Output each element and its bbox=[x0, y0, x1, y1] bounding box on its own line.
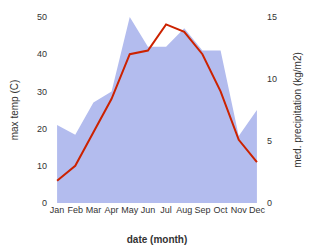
svg-text:50: 50 bbox=[37, 12, 47, 22]
svg-text:Jul: Jul bbox=[160, 205, 172, 215]
svg-text:Mar: Mar bbox=[86, 205, 102, 215]
svg-text:max temp (C): max temp (C) bbox=[9, 80, 20, 141]
svg-text:15: 15 bbox=[267, 12, 277, 22]
svg-text:20: 20 bbox=[37, 124, 47, 134]
svg-text:30: 30 bbox=[37, 87, 47, 97]
svg-text:40: 40 bbox=[37, 49, 47, 59]
svg-text:May: May bbox=[121, 205, 139, 215]
svg-text:Sep: Sep bbox=[194, 205, 210, 215]
svg-text:Nov: Nov bbox=[231, 205, 248, 215]
svg-text:10: 10 bbox=[37, 161, 47, 171]
svg-text:Apr: Apr bbox=[105, 205, 119, 215]
svg-text:Oct: Oct bbox=[214, 205, 229, 215]
svg-text:Jan: Jan bbox=[50, 205, 65, 215]
svg-text:5: 5 bbox=[267, 136, 272, 146]
svg-text:Aug: Aug bbox=[176, 205, 192, 215]
svg-text:0: 0 bbox=[42, 198, 47, 208]
svg-text:10: 10 bbox=[267, 74, 277, 84]
svg-text:med. precipitation (kg/m2): med. precipitation (kg/m2) bbox=[292, 52, 303, 168]
svg-text:Jun: Jun bbox=[141, 205, 156, 215]
svg-text:Dec: Dec bbox=[249, 205, 266, 215]
svg-text:date (month): date (month) bbox=[127, 234, 188, 245]
svg-text:Feb: Feb bbox=[67, 205, 83, 215]
svg-text:0: 0 bbox=[267, 198, 272, 208]
